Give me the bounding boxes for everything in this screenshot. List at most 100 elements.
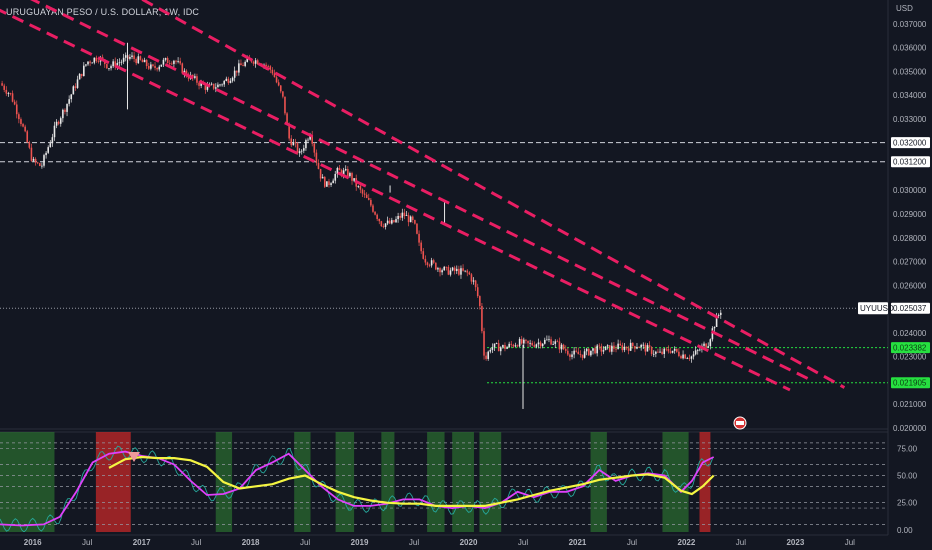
- candle-body: [541, 343, 544, 347]
- candle-body: [499, 347, 502, 352]
- candle-body: [120, 61, 123, 63]
- candle-body: [351, 173, 353, 181]
- candle-body: [20, 119, 22, 125]
- price-label-box: [891, 156, 930, 168]
- candle-body: [594, 348, 596, 354]
- candle-body: [579, 354, 582, 356]
- candle-body: [602, 350, 605, 352]
- candle-body: [275, 77, 278, 83]
- candle-body: [349, 173, 351, 177]
- candle-body: [326, 181, 328, 187]
- time-axis-tick: Jul: [845, 538, 855, 547]
- candle-body: [502, 345, 504, 348]
- oscillator-axis-tick: 50.00: [897, 471, 918, 480]
- candle-body: [474, 280, 477, 288]
- time-axis-tick: 2020: [460, 538, 478, 547]
- price-axis-label: 0.025037: [893, 304, 927, 313]
- candle-body: [604, 346, 607, 351]
- candle-body: [380, 221, 383, 227]
- price-axis-tick: 0.026000: [893, 281, 927, 290]
- candle-body: [384, 223, 387, 227]
- price-axis-tick: 0.021000: [893, 400, 927, 409]
- candle-body: [233, 70, 236, 78]
- candle-body: [164, 58, 167, 60]
- candle-body: [97, 61, 100, 62]
- signal-zone: [294, 432, 311, 532]
- candle-body: [567, 350, 569, 355]
- price-axis-tick: 0.029000: [893, 210, 927, 219]
- candle-body: [252, 61, 255, 64]
- candle-body: [403, 212, 406, 216]
- candle-body: [152, 64, 154, 66]
- candle-body: [393, 220, 395, 223]
- candle-body: [238, 63, 240, 73]
- candle-body: [487, 351, 490, 359]
- candle-body: [476, 287, 479, 297]
- symbol-tag-box: [858, 302, 888, 315]
- price-axis-tick: 0.030000: [893, 186, 927, 195]
- candle-body: [229, 80, 232, 83]
- candle-body: [638, 347, 640, 348]
- candle-body: [546, 339, 548, 341]
- price-axis-label: 0.023382: [893, 344, 927, 353]
- candle-body: [388, 220, 391, 224]
- candle-body: [256, 60, 259, 65]
- candle-body: [694, 350, 697, 355]
- candle-body: [420, 242, 422, 252]
- signal-zone: [95, 432, 131, 532]
- candle-body: [719, 312, 722, 315]
- candle-body: [204, 84, 207, 90]
- candle-body: [370, 199, 372, 206]
- candle-body: [290, 138, 293, 146]
- time-axis-tick: 2022: [678, 538, 696, 547]
- candle-body: [303, 148, 305, 151]
- candle-body: [690, 356, 693, 359]
- candle-body: [682, 354, 684, 359]
- candle-body: [445, 266, 448, 268]
- candle-body: [338, 168, 341, 171]
- candle-body: [678, 351, 680, 357]
- candle-body: [168, 63, 171, 65]
- candle-body: [707, 346, 710, 348]
- candle-body: [556, 341, 559, 343]
- candle-body: [177, 61, 179, 62]
- candle-body: [659, 351, 661, 353]
- candle-body: [87, 61, 89, 65]
- candle-body: [527, 340, 529, 344]
- candle-body: [200, 82, 202, 86]
- candle-body: [76, 79, 79, 88]
- candle-body: [709, 339, 712, 347]
- currency-label: USD: [896, 4, 913, 13]
- candle-body: [309, 135, 311, 140]
- candle-body: [319, 168, 322, 179]
- candle-body: [147, 66, 150, 69]
- candle-body: [485, 355, 487, 359]
- signal-zone: [662, 432, 689, 532]
- time-axis-tick: Jul: [191, 538, 201, 547]
- candle-body: [139, 56, 142, 60]
- candle-body: [416, 223, 418, 234]
- candle-body: [439, 268, 441, 273]
- candle-body: [344, 169, 347, 171]
- price-axis-tick: 0.037000: [893, 20, 927, 29]
- candle-body: [133, 55, 135, 59]
- price-axis-tick: 0.034000: [893, 91, 927, 100]
- candle-body: [122, 57, 125, 62]
- candle-body: [106, 64, 108, 69]
- candle-body: [692, 354, 695, 357]
- candle-body: [437, 268, 439, 270]
- candle-body: [210, 83, 213, 85]
- candle-body: [215, 87, 217, 89]
- candle-body: [613, 345, 615, 349]
- candle-body: [294, 142, 297, 144]
- candle-body: [686, 358, 689, 360]
- candle-body: [269, 66, 272, 70]
- candle-body: [596, 345, 598, 354]
- candle-body: [347, 169, 349, 177]
- candle-body: [625, 346, 628, 349]
- candle-body: [292, 142, 295, 146]
- candle-body: [405, 215, 408, 217]
- candle-body: [411, 216, 414, 221]
- oscillator-slow-line: [108, 455, 715, 507]
